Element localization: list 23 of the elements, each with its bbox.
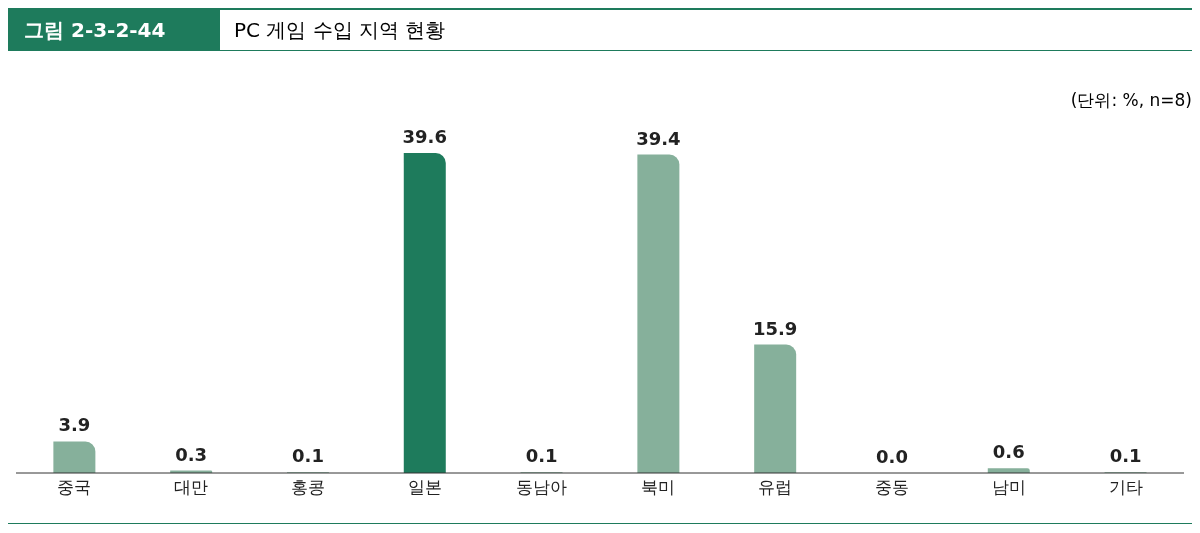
data-label: 0.1 (525, 445, 558, 467)
text: (단위: %, n=8) (1069, 89, 1192, 112)
data-label: 39.6 (402, 126, 447, 147)
data-label: 15.9 (752, 317, 798, 339)
x-tick-label: 대만 (174, 477, 209, 498)
data-label: 0.1 (1109, 445, 1142, 467)
caption: 그림 2-3-2-44 (8, 10, 220, 50)
data-label: 3.9 (58, 414, 91, 436)
x-tick-label: 일본 (407, 477, 442, 498)
chart-title: PC 게임 수입 지역 현황 (233, 16, 447, 44)
x-tick-label: 중국 (57, 477, 92, 498)
x-tick-label: 유럽 (758, 477, 793, 498)
data-label: 39.4 (636, 127, 681, 149)
data-label: 0.0 (876, 445, 908, 467)
x-tick-label: 남미 (991, 477, 1026, 498)
data-label: 0.1 (292, 445, 324, 467)
x-tick-label: 북미 (641, 477, 676, 498)
x-tick-label: 동남아 (516, 477, 568, 498)
x-tick-label: 중동 (875, 477, 909, 498)
data-label: 0.3 (175, 443, 208, 465)
x-tick-label: 기타 (1108, 477, 1143, 498)
data-label: 0.6 (992, 441, 1025, 463)
x-tick-label: 홍콩 (291, 477, 325, 498)
